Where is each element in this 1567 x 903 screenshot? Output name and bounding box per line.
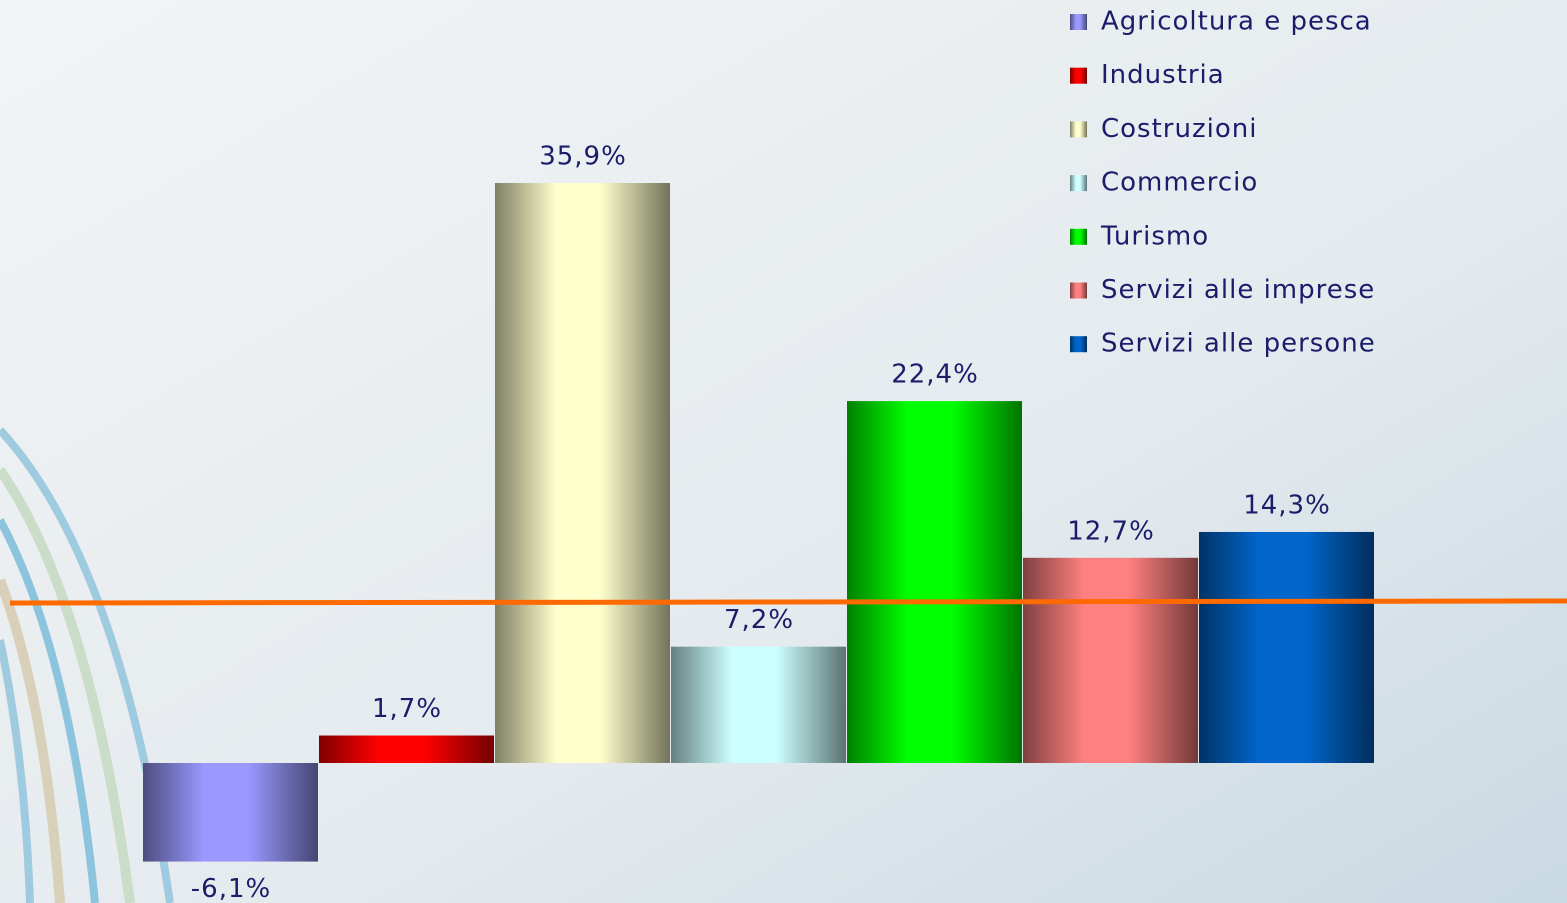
plot: -6,1% 1,7% 35,9% 7,2% 22,4% 12,7% 14,3% — [143, 142, 1374, 903]
value-label: -6,1% — [191, 874, 271, 903]
legend-swatch-shade — [1070, 175, 1087, 192]
bar-shade — [847, 401, 1022, 763]
legend-label: Industria — [1101, 60, 1225, 90]
legend-swatch-shade — [1070, 228, 1087, 245]
bar-shade — [1023, 557, 1198, 763]
bar-shade — [143, 763, 318, 862]
legend-label: Commercio — [1101, 168, 1258, 198]
legend: Agricoltura e pesca Industria Costruzioni C… — [1070, 7, 1376, 359]
value-label: 12,7% — [1067, 516, 1155, 546]
value-label: 14,3% — [1243, 490, 1331, 520]
legend-swatch-shade — [1070, 121, 1087, 138]
legend-label: Servizi alle persone — [1101, 329, 1376, 359]
legend-swatch-shade — [1070, 67, 1087, 84]
bar-shade — [319, 735, 494, 763]
value-label: 1,7% — [372, 694, 442, 724]
bar-shade — [495, 183, 670, 763]
legend-swatch-shade — [1070, 282, 1087, 299]
legend-swatch-shade — [1070, 336, 1087, 353]
legend-label: Turismo — [1100, 221, 1209, 251]
value-label: 22,4% — [891, 360, 979, 390]
legend-label: Agricoltura e pesca — [1101, 7, 1372, 37]
legend-label: Servizi alle imprese — [1101, 275, 1375, 305]
value-label: 7,2% — [724, 605, 794, 635]
value-label: 35,9% — [539, 142, 627, 172]
bar-shade — [1199, 531, 1374, 763]
reference-line — [9, 598, 1567, 606]
legend-label: Costruzioni — [1101, 114, 1257, 144]
legend-swatch-shade — [1070, 14, 1087, 30]
bar-shade — [671, 646, 846, 763]
